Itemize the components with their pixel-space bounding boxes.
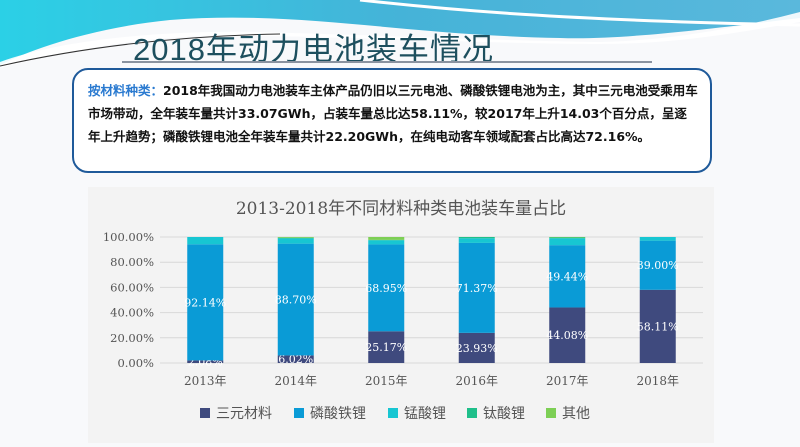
legend-label: 三元材料 [216, 406, 272, 422]
legend-label: 锰酸锂 [404, 406, 446, 422]
bar-segment [459, 238, 495, 243]
data-label: 39.00% [637, 259, 679, 272]
summary-keyword: 按材料种类： [88, 83, 163, 98]
data-label: 44.08% [546, 329, 588, 342]
data-label: 58.11% [637, 320, 679, 333]
data-label: 23.93% [456, 342, 498, 355]
legend-swatch [388, 408, 398, 418]
y-tick-label: 80.00% [110, 255, 154, 269]
legend-swatch [467, 408, 477, 418]
y-tick-label: 0.00% [117, 356, 154, 370]
legend-swatch [546, 408, 556, 418]
chart-title: 2013-2018年不同材料种类电池装车量占比 [236, 199, 566, 219]
legend-swatch [294, 408, 304, 418]
bar-segment [187, 237, 223, 244]
x-tick-label: 2016年 [455, 374, 498, 388]
bar-segment [549, 238, 585, 245]
y-tick-label: 40.00% [110, 306, 154, 320]
chart-container: 2013-2018年不同材料种类电池装车量占比 0.00% 20.00% 40.00%… [88, 187, 714, 443]
legend-swatch [200, 408, 210, 418]
y-tick-label: 100.00% [103, 230, 154, 244]
x-tick-label: 2014年 [274, 374, 317, 388]
bar-segment [278, 237, 314, 238]
bar-segment [640, 237, 676, 241]
data-label: 49.44% [546, 270, 588, 283]
x-tick-label: 2018年 [636, 374, 679, 388]
bar-segment [278, 238, 314, 243]
summary-box: 按材料种类：2018年我国动力电池装车主体产品仍旧以三元电池、磷酸铁锂电池为主，… [72, 68, 712, 173]
bar-segment [368, 237, 404, 240]
summary-text: 2018年我国动力电池装车主体产品仍旧以三元电池、磷酸铁锂电池为主，其中三元电池… [88, 83, 698, 144]
data-label: 25.17% [365, 341, 407, 354]
bar-segment [459, 237, 495, 238]
y-tick-label: 20.00% [110, 331, 154, 345]
bar-segment [368, 240, 404, 244]
legend-label: 钛酸锂 [483, 406, 525, 422]
data-label: 71.37% [456, 282, 498, 295]
bar-segment [278, 238, 314, 239]
x-tick-label: 2013年 [184, 374, 227, 388]
x-tick-label: 2017年 [546, 374, 589, 388]
data-label: 68.95% [365, 282, 407, 295]
title-divider [122, 61, 652, 63]
y-tick-label: 60.00% [110, 280, 154, 294]
stacked-bar-chart: 2013-2018年不同材料种类电池装车量占比 0.00% 20.00% 40.00%… [88, 187, 714, 443]
bar-segment [549, 237, 585, 238]
data-label: 92.14% [184, 296, 226, 309]
legend-label: 磷酸铁锂 [310, 406, 366, 422]
legend-label: 其他 [562, 406, 590, 422]
data-label: 88.70% [275, 294, 317, 307]
x-tick-label: 2015年 [365, 374, 408, 388]
